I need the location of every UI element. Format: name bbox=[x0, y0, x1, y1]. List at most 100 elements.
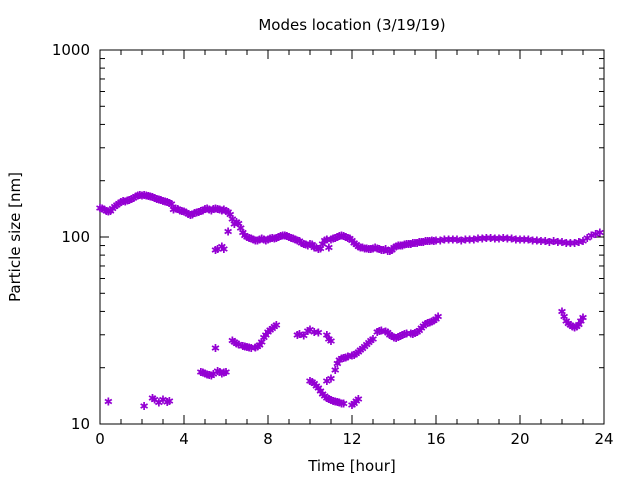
data-point: ✱ bbox=[572, 321, 581, 334]
data-point: ✱ bbox=[255, 233, 264, 246]
data-point: ✱ bbox=[322, 329, 331, 342]
data-point: ✱ bbox=[490, 233, 499, 246]
y-tick-label: 100 bbox=[61, 228, 90, 246]
data-point: ✱ bbox=[188, 208, 197, 221]
data-point: ✱ bbox=[154, 193, 163, 206]
data-point: ✱ bbox=[238, 226, 247, 239]
data-point: ✱ bbox=[198, 367, 207, 380]
data-point: ✱ bbox=[314, 243, 323, 256]
data-point: ✱ bbox=[322, 392, 331, 405]
data-point: ✱ bbox=[110, 200, 119, 213]
data-point: ✱ bbox=[215, 366, 224, 379]
data-point: ✱ bbox=[440, 233, 449, 246]
data-point: ✱ bbox=[289, 233, 298, 246]
data-point: ✱ bbox=[419, 236, 428, 249]
data-point: ✱ bbox=[265, 233, 274, 246]
data-point: ✱ bbox=[387, 330, 396, 343]
data-point: ✱ bbox=[181, 207, 190, 220]
data-point: ✱ bbox=[566, 237, 575, 250]
data-point: ✱ bbox=[207, 369, 216, 382]
data-point: ✱ bbox=[249, 233, 258, 246]
data-point: ✱ bbox=[121, 195, 130, 208]
data-point: ✱ bbox=[240, 340, 249, 353]
data-point: ✱ bbox=[404, 238, 413, 251]
data-point: ✱ bbox=[362, 242, 371, 255]
data-point: ✱ bbox=[448, 233, 457, 246]
data-point: ✱ bbox=[253, 234, 262, 247]
data-point: ✱ bbox=[251, 234, 260, 247]
data-point: ✱ bbox=[536, 235, 545, 248]
data-point: ✱ bbox=[322, 233, 331, 246]
data-point: ✱ bbox=[234, 339, 243, 352]
data-point: ✱ bbox=[339, 230, 348, 243]
data-point: ✱ bbox=[272, 232, 281, 245]
data-point: ✱ bbox=[244, 232, 253, 245]
data-point: ✱ bbox=[562, 237, 571, 250]
data-point: ✱ bbox=[263, 233, 272, 246]
data-point: ✱ bbox=[217, 240, 226, 253]
data-point: ✱ bbox=[165, 395, 174, 408]
data-point: ✱ bbox=[286, 232, 295, 245]
x-axis-label: Time [hour] bbox=[307, 457, 396, 475]
data-point: ✱ bbox=[305, 238, 314, 251]
data-point: ✱ bbox=[400, 239, 409, 252]
data-point: ✱ bbox=[383, 245, 392, 258]
data-point: ✱ bbox=[175, 204, 184, 217]
data-point: ✱ bbox=[486, 232, 495, 245]
data-point: ✱ bbox=[213, 203, 222, 216]
data-point: ✱ bbox=[412, 326, 421, 339]
data-point: ✱ bbox=[104, 205, 113, 218]
data-point: ✱ bbox=[431, 313, 440, 326]
data-point: ✱ bbox=[238, 340, 247, 353]
data-point: ✱ bbox=[566, 319, 575, 332]
data-point: ✱ bbox=[326, 373, 335, 386]
data-point: ✱ bbox=[520, 233, 529, 246]
data-point: ✱ bbox=[482, 232, 491, 245]
x-tick-label: 12 bbox=[342, 430, 361, 448]
data-point: ✱ bbox=[358, 241, 367, 254]
data-point: ✱ bbox=[419, 320, 428, 333]
data-point: ✱ bbox=[557, 305, 566, 318]
data-point: ✱ bbox=[253, 340, 262, 353]
data-point: ✱ bbox=[310, 241, 319, 254]
data-point: ✱ bbox=[150, 192, 159, 205]
data-point: ✱ bbox=[364, 336, 373, 349]
chart-title: Modes location (3/19/19) bbox=[258, 16, 445, 34]
data-point: ✱ bbox=[293, 234, 302, 247]
data-point: ✱ bbox=[349, 349, 358, 362]
data-point: ✱ bbox=[148, 392, 157, 405]
data-point: ✱ bbox=[163, 196, 172, 209]
data-point: ✱ bbox=[144, 190, 153, 203]
data-point: ✱ bbox=[209, 368, 218, 381]
data-point: ✱ bbox=[337, 397, 346, 410]
data-point: ✱ bbox=[284, 231, 293, 244]
data-point: ✱ bbox=[242, 231, 251, 244]
data-point: ✱ bbox=[324, 241, 333, 254]
data-point: ✱ bbox=[425, 316, 434, 329]
data-point: ✱ bbox=[299, 329, 308, 342]
x-tick-label: 20 bbox=[510, 430, 529, 448]
data-point: ✱ bbox=[373, 242, 382, 255]
data-point: ✱ bbox=[568, 321, 577, 334]
data-point: ✱ bbox=[278, 229, 287, 242]
data-point: ✱ bbox=[333, 231, 342, 244]
data-point: ✱ bbox=[333, 396, 342, 409]
data-point: ✱ bbox=[255, 339, 264, 352]
data-point: ✱ bbox=[114, 198, 123, 211]
data-point: ✱ bbox=[385, 245, 394, 258]
data-point: ✱ bbox=[263, 326, 272, 339]
data-point: ✱ bbox=[557, 236, 566, 249]
data-point: ✱ bbox=[156, 194, 165, 207]
data-point: ✱ bbox=[295, 235, 304, 248]
data-point: ✱ bbox=[347, 234, 356, 247]
data-point: ✱ bbox=[247, 233, 256, 246]
data-point: ✱ bbox=[398, 240, 407, 253]
data-point: ✱ bbox=[133, 189, 142, 202]
data-point: ✱ bbox=[106, 205, 115, 218]
data-point: ✱ bbox=[207, 204, 216, 217]
data-point: ✱ bbox=[123, 194, 132, 207]
data-point: ✱ bbox=[137, 189, 146, 202]
data-point: ✱ bbox=[177, 205, 186, 218]
data-point: ✱ bbox=[221, 205, 230, 218]
data-point: ✱ bbox=[549, 235, 558, 248]
